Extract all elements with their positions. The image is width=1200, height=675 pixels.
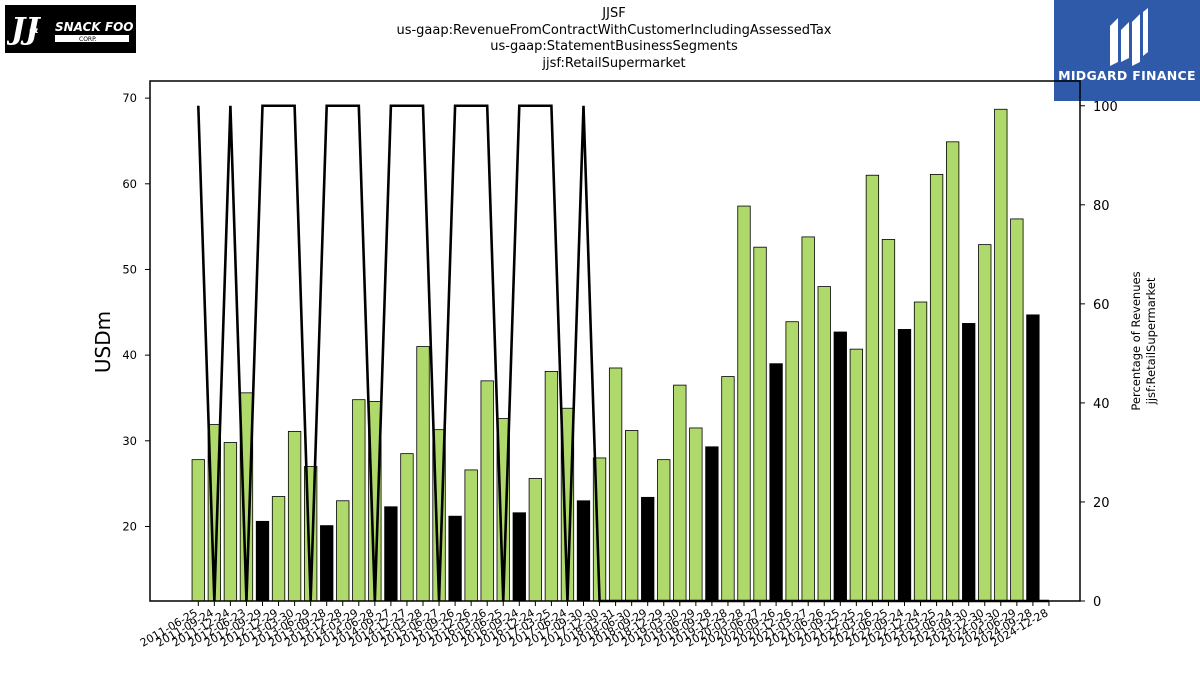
svg-text:SNACK FOODS: SNACK FOODS: [55, 20, 134, 34]
bar-2012-12-29: [271, 496, 286, 602]
y-tick-label: 20: [122, 519, 137, 533]
bar-2019-12-28: [721, 376, 735, 602]
svg-text:&: &: [29, 23, 39, 36]
bar-2016-12-24: [528, 478, 542, 602]
bar-2018-09-29: [641, 496, 655, 602]
y-tick-label: 60: [122, 177, 137, 191]
bar-2018-06-30: [625, 430, 639, 602]
y-tick-label: 30: [122, 434, 137, 448]
bar-2023-03-25: [929, 173, 944, 602]
plot-frame: [149, 80, 1081, 602]
y2-axis-label: Percentage of Revenues: [1129, 271, 1143, 410]
bar-2023-06-24: [946, 141, 960, 602]
title-member: jjsf:RetailSupermarket: [542, 55, 686, 71]
bar-2014-09-27: [384, 506, 398, 602]
bar-2016-09-24: [512, 512, 526, 602]
bar-2013-09-28: [320, 525, 334, 602]
bar-2019-06-29: [689, 427, 703, 602]
bar-2022-03-26: [865, 174, 880, 602]
svg-text:CORP.: CORP.: [79, 36, 97, 43]
bar-2011-12-24: [223, 442, 238, 602]
y-axis-label: USDm: [91, 311, 115, 373]
y2-tick-label: 80: [1093, 199, 1110, 214]
y2-tick-label: 60: [1093, 298, 1110, 313]
bar-2020-06-27: [753, 246, 767, 602]
title-axis: us-gaap:StatementBusinessSegments: [490, 39, 738, 54]
title-ticker: JJSF: [602, 6, 626, 21]
y-tick-label: 50: [122, 262, 137, 276]
y2-axis-label: jjsf:RetailSupermarket: [1144, 277, 1158, 405]
y2-tick-label: 100: [1093, 100, 1118, 115]
bar-2020-09-26: [769, 363, 783, 602]
bar-2015-03-28: [416, 346, 430, 602]
bar-2023-09-30: [962, 323, 976, 602]
jj-snack-foods-logo: JJ & SNACK FOODS CORP.: [5, 5, 136, 53]
y2-tick-label: 40: [1093, 397, 1110, 412]
bar-2018-03-31: [608, 367, 623, 602]
bar-2022-12-24: [913, 301, 928, 602]
y-tick-label: 40: [122, 348, 137, 362]
bar-2019-03-30: [673, 384, 687, 602]
bar-2013-12-28: [336, 500, 350, 602]
bar-2017-09-30: [576, 500, 591, 602]
y-tick-label: 70: [122, 91, 137, 105]
svg-text:JJ: JJ: [7, 12, 41, 47]
y2-tick-label: 0: [1093, 595, 1101, 610]
bar-2020-03-28: [737, 205, 751, 602]
midgard-logo-icon: [1110, 8, 1148, 66]
midgard-logo-text: MIDGARD FINANCE: [1058, 68, 1196, 83]
bar-2015-12-26: [464, 469, 478, 602]
bar-2024-06-29: [1010, 218, 1024, 602]
bar-2021-03-27: [801, 236, 815, 602]
bar-2022-09-24: [897, 329, 912, 602]
bar-2020-12-26: [785, 321, 799, 602]
bar-2014-12-27: [400, 453, 414, 602]
bar-2018-12-29: [657, 459, 671, 602]
title-concept: us-gaap:RevenueFromContractWithCustomerI…: [396, 22, 832, 38]
bar-2022-06-25: [881, 239, 896, 602]
bar-2011-06-25: [191, 459, 205, 602]
bar-2021-12-25: [849, 348, 863, 602]
bar-2013-03-30: [287, 430, 302, 602]
bar-2021-09-25: [833, 331, 847, 602]
bar-2012-09-29: [255, 520, 270, 602]
midgard-finance-logo: MIDGARD FINANCE: [1054, 0, 1200, 101]
bar-2017-03-25: [544, 371, 559, 602]
chart-title: JJSF us-gaap:RevenueFromContractWithCust…: [300, 6, 928, 72]
bar-2015-09-26: [448, 515, 462, 602]
y2-tick-label: 20: [1093, 496, 1110, 511]
jj-logo-mark: JJ & SNACK FOODS CORP.: [7, 12, 134, 47]
bar-2016-03-26: [480, 380, 494, 602]
bar-2024-03-30: [994, 108, 1008, 602]
bar-2019-09-28: [705, 446, 719, 602]
bar-2024-09-28: [1026, 314, 1040, 602]
bar-2023-12-30: [978, 244, 992, 602]
bar-2014-03-29: [352, 399, 366, 602]
bar-2021-06-26: [817, 286, 831, 602]
